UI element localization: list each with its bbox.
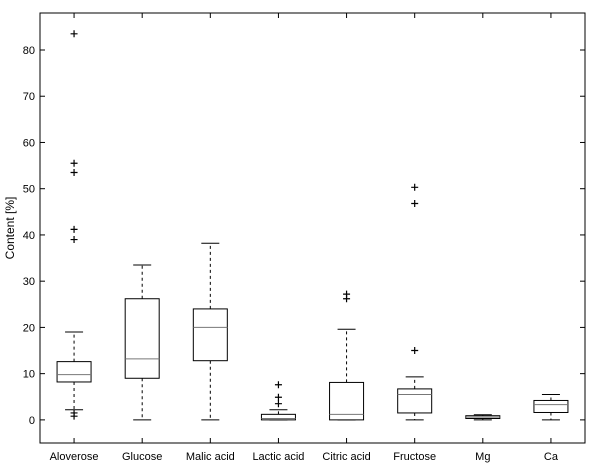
y-tick-label: 30	[23, 276, 35, 288]
x-tick-label: Citric acid	[322, 451, 370, 463]
outlier-point	[70, 30, 78, 38]
outlier-point	[70, 159, 78, 167]
box-aloverose	[56, 30, 92, 420]
outlier-point	[70, 225, 78, 233]
box-iqr	[397, 388, 433, 414]
outlier-point	[70, 169, 78, 177]
y-tick-label: 40	[23, 230, 35, 242]
box-iqr	[260, 413, 296, 421]
box-iqr	[124, 298, 160, 379]
y-tick-label: 80	[23, 45, 35, 57]
y-tick-label: 10	[23, 369, 35, 381]
y-tick-label: 70	[23, 91, 35, 103]
box-citric-acid	[329, 290, 365, 421]
box-iqr	[192, 308, 228, 362]
outlier-point	[274, 381, 282, 389]
box-iqr	[56, 361, 92, 383]
y-axis-label: Content [%]	[3, 197, 17, 260]
outlier-point	[411, 199, 419, 207]
y-tick-label: 50	[23, 184, 35, 196]
box-iqr	[329, 381, 365, 421]
x-tick-label: Mg	[475, 451, 490, 463]
box-mg	[465, 414, 501, 421]
outlier-point	[411, 183, 419, 191]
x-tick-label: Fructose	[393, 451, 436, 463]
x-tick-label: Malic acid	[186, 451, 235, 463]
outlier-point	[343, 295, 351, 303]
y-axis: 0 10 20 30 40 50 60 70 80	[23, 45, 585, 427]
box-iqr	[533, 399, 569, 413]
plot-frame	[39, 12, 586, 444]
outlier-point	[70, 412, 78, 420]
y-tick-label: 0	[29, 415, 35, 427]
outlier-point	[70, 236, 78, 244]
x-axis: Aloverose Glucose Malic acid Lactic acid Cit…	[50, 13, 559, 463]
outlier-point	[274, 400, 282, 408]
outlier-point	[411, 347, 419, 355]
x-tick-label: Glucose	[122, 451, 162, 463]
y-tick-label: 20	[23, 322, 35, 334]
outlier-point	[274, 393, 282, 401]
box-malic-acid	[192, 242, 228, 421]
box-ca	[533, 393, 569, 421]
box-series	[56, 30, 569, 421]
y-tick-label: 60	[23, 137, 35, 149]
box-fructose	[397, 183, 433, 421]
box-glucose	[124, 264, 160, 421]
box-lactic-acid	[260, 381, 296, 421]
x-tick-label: Aloverose	[50, 451, 99, 463]
x-tick-label: Lactic acid	[252, 451, 304, 463]
x-tick-label: Ca	[544, 451, 559, 463]
